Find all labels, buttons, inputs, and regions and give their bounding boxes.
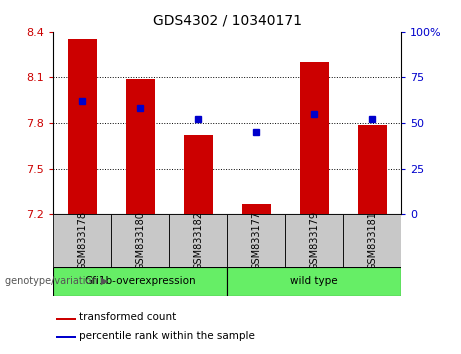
Text: transformed count: transformed count bbox=[79, 312, 177, 322]
Bar bbox=[57, 318, 76, 320]
Bar bbox=[242, 204, 271, 214]
Text: Gfi1b-overexpression: Gfi1b-overexpression bbox=[84, 276, 196, 286]
Bar bbox=[285, 214, 343, 267]
Bar bbox=[57, 336, 76, 338]
Bar bbox=[300, 62, 329, 214]
Bar bbox=[183, 135, 213, 214]
Text: GSM833179: GSM833179 bbox=[309, 211, 319, 270]
Bar bbox=[53, 214, 111, 267]
Bar bbox=[227, 214, 285, 267]
Text: percentile rank within the sample: percentile rank within the sample bbox=[79, 331, 255, 341]
Text: GSM833177: GSM833177 bbox=[251, 211, 261, 270]
Bar bbox=[227, 267, 401, 296]
Bar bbox=[111, 214, 169, 267]
Bar bbox=[358, 125, 387, 214]
Bar bbox=[169, 214, 227, 267]
Text: GSM833181: GSM833181 bbox=[367, 211, 377, 270]
Text: GSM833182: GSM833182 bbox=[193, 211, 203, 270]
Bar bbox=[343, 214, 401, 267]
Bar bbox=[125, 79, 154, 214]
Text: GSM833180: GSM833180 bbox=[135, 211, 145, 270]
Bar bbox=[67, 39, 96, 214]
Bar bbox=[53, 267, 227, 296]
Text: genotype/variation ▶: genotype/variation ▶ bbox=[5, 276, 108, 286]
Text: wild type: wild type bbox=[290, 276, 338, 286]
Text: GSM833178: GSM833178 bbox=[77, 211, 87, 270]
Title: GDS4302 / 10340171: GDS4302 / 10340171 bbox=[153, 14, 301, 28]
